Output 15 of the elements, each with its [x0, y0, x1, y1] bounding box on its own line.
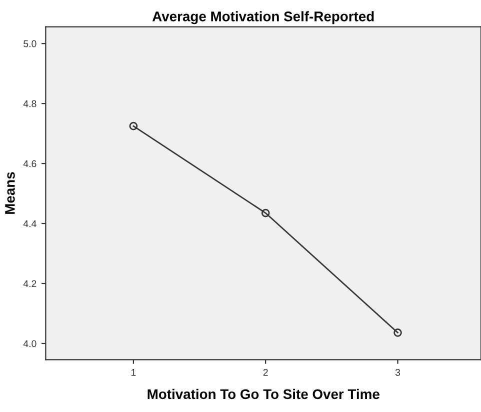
- x-tick-label: 3: [395, 368, 400, 376]
- x-axis-title: Motivation To Go To Site Over Time: [148, 388, 380, 400]
- y-tick-label: 4.4: [23, 220, 36, 228]
- point: [261, 208, 270, 218]
- point: [129, 122, 138, 130]
- point: [394, 328, 402, 337]
- y-tick-label: 4.0: [23, 340, 36, 348]
- chart-title: Average Motivation Self-Reported: [152, 11, 374, 24]
- y-tick-label: 4.8: [23, 100, 36, 108]
- y-tick-label: 5.0: [24, 40, 36, 48]
- y-tick-label: 4.2: [23, 280, 36, 288]
- y-tick-label: 4.6: [23, 160, 36, 168]
- x-tick-label: 1: [131, 369, 136, 376]
- y-axis-title: Means: [5, 172, 15, 214]
- x-tick-label: 2: [263, 368, 268, 376]
